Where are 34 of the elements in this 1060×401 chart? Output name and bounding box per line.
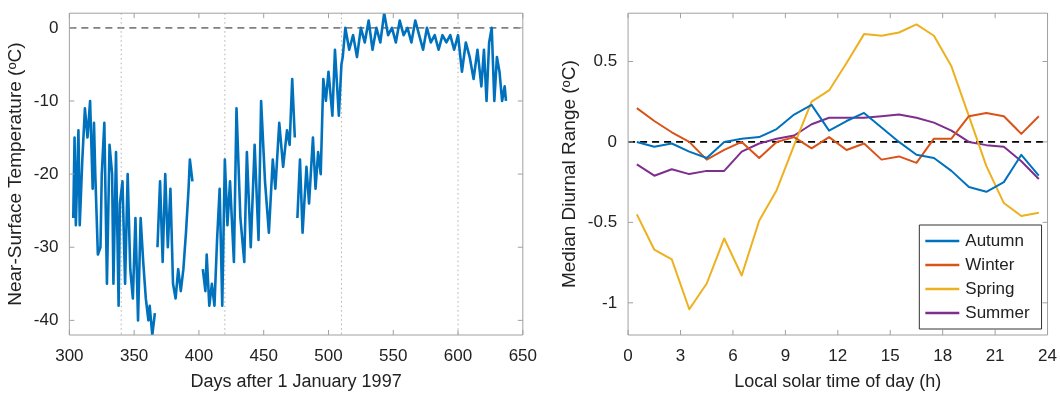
x-tick-label: 600: [443, 345, 473, 365]
x-axis-title: Local solar time of day (h): [734, 371, 942, 392]
x-tick-label: 9: [780, 345, 791, 365]
x-tick-label: 12: [828, 345, 848, 365]
x-tick-label: 350: [119, 345, 149, 365]
y-axis-title: Near-Surface Temperature (ᵒC): [3, 42, 25, 306]
y-tick-label: -1: [601, 292, 618, 312]
x-tick-label: 3: [675, 345, 686, 365]
x-tick-label: 300: [55, 345, 84, 365]
legend-label: Autumn: [965, 230, 1024, 250]
legend-label: Spring: [965, 278, 1015, 298]
y-tick-label: -20: [33, 163, 59, 183]
x-tick-label: 650: [508, 345, 538, 365]
x-tick-label: 15: [880, 345, 900, 365]
x-tick-label: 21: [985, 345, 1005, 365]
y-tick-label: 0.5: [593, 51, 618, 71]
legend-label: Winter: [965, 254, 1015, 274]
x-tick-label: 0: [623, 345, 633, 365]
y-tick-label: -10: [33, 90, 59, 110]
x-tick-label: 18: [933, 345, 953, 365]
y-tick-label: -40: [33, 310, 59, 330]
x-tick-label: 500: [314, 345, 343, 365]
legend-label: Summer: [965, 302, 1030, 322]
y-tick-label: -0.5: [587, 212, 618, 232]
x-axis-title: Days after 1 January 1997: [190, 371, 402, 392]
x-tick-label: 6: [728, 345, 738, 365]
y-axis-title: Median Diurnal Range (ᵒC): [557, 60, 579, 289]
x-tick-label: 550: [379, 345, 408, 365]
x-tick-label: 24: [1038, 345, 1058, 365]
y-tick-label: 0: [48, 17, 59, 37]
x-tick-label: 450: [249, 345, 278, 365]
y-tick-label: -30: [33, 236, 59, 256]
x-tick-label: 400: [184, 345, 214, 365]
y-tick-label: 0: [607, 131, 618, 151]
